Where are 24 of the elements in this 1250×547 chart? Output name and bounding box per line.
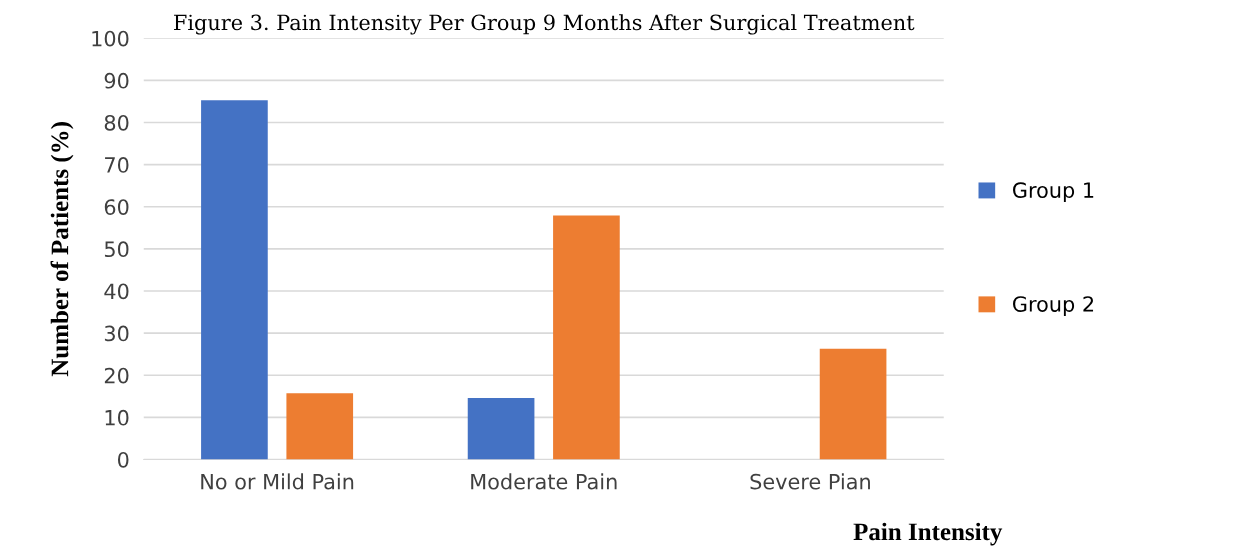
x-axis-title: Pain Intensity [853, 522, 1003, 546]
y-tick-label: 40 [104, 283, 129, 300]
y-tick-label: 80 [104, 114, 129, 131]
x-tick-label: No or Mild Pain [201, 473, 354, 490]
y-tick-label: 100 [92, 30, 129, 47]
y-tick-label: 90 [104, 72, 129, 89]
bar [467, 397, 535, 460]
y-tick-label: 20 [104, 367, 129, 384]
bar [819, 348, 887, 460]
legend-label: Group 1 [1013, 182, 1094, 203]
bar [201, 100, 268, 460]
x-tick-label: Severe Pian [750, 473, 870, 490]
y-tick-label: 0 [117, 451, 129, 468]
y-axis-title: Number of Patients (%) [50, 122, 74, 377]
y-tick-label: 70 [105, 157, 129, 173]
bar [553, 215, 620, 460]
y-tick-label: 60 [104, 199, 129, 215]
y-tick-label: 50 [104, 241, 129, 258]
y-tick-label: 10 [105, 409, 129, 426]
y-tick-label: 30 [104, 325, 129, 342]
bar [286, 393, 354, 460]
x-tick-label: Moderate Pain [471, 473, 617, 490]
legend-label: Group 2 [1013, 296, 1094, 316]
chart-title: Figure 3. Pain Intensity Per Group 9 Months After Surgical Treatment [174, 14, 915, 35]
